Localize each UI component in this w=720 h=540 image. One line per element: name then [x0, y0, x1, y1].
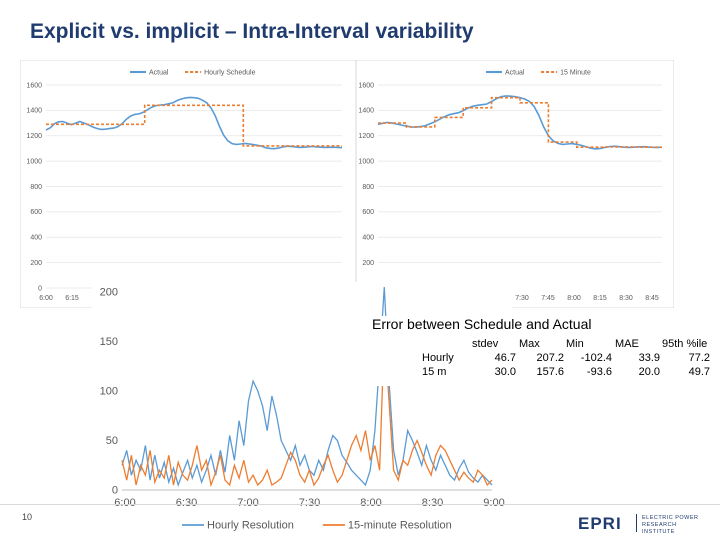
y-tick-label: 800 — [30, 184, 42, 191]
series-line-1 — [121, 287, 493, 488]
logo-mark: EPRI — [578, 514, 622, 533]
x-tick-label: 7:30 — [299, 497, 320, 509]
y-tick-label: 400 — [30, 235, 42, 242]
x-tick-label: 6:30 — [176, 497, 197, 509]
stats-hourly-mae: 33.9 — [638, 352, 660, 364]
y-tick-label: 600 — [30, 209, 42, 216]
legend-label-1: Actual — [505, 69, 525, 76]
stats-hourly-max: 207.2 — [536, 352, 564, 364]
series-line-2 — [378, 96, 662, 148]
stats-hourly-min: -102.4 — [580, 352, 612, 364]
y-tick-label: 1400 — [26, 108, 42, 115]
x-tick-label: 8:00 — [567, 295, 581, 302]
epri-logo: EPRI ELECTRIC POWER RESEARCH INSTITUTE — [578, 513, 708, 536]
stats-header-stdev: stdev — [472, 338, 499, 350]
legend-label-1: Hourly Resolution — [207, 520, 294, 532]
logo-text: ELECTRIC POWER RESEARCH INSTITUTE — [642, 515, 708, 536]
x-tick-label: 8:30 — [619, 295, 633, 302]
stats-hourly-stdev: 46.7 — [494, 352, 516, 364]
x-tick-label: 7:30 — [515, 295, 529, 302]
x-tick-label: 9:00 — [483, 497, 504, 509]
y-tick-label: 1600 — [358, 82, 374, 89]
x-tick-label: 6:15 — [65, 295, 79, 302]
y-tick-label: 0 — [112, 485, 118, 497]
y-tick-label: 200 — [100, 287, 118, 299]
stats-header-max: Max — [519, 338, 540, 350]
stats-15m-mae: 20.0 — [638, 366, 660, 378]
stats-row-label-15m: 15 m — [422, 366, 447, 378]
x-tick-label: 8:30 — [422, 497, 443, 509]
footer-divider — [0, 504, 720, 505]
y-tick-label: 1600 — [26, 82, 42, 89]
x-tick-label: 7:45 — [541, 295, 555, 302]
page-number: 10 — [22, 512, 33, 522]
y-tick-label: 1000 — [358, 158, 374, 165]
y-tick-label: 100 — [100, 386, 118, 398]
y-tick-label: 800 — [362, 184, 374, 191]
series-line-1 — [377, 95, 663, 150]
y-tick-label: 1400 — [358, 108, 374, 115]
logo-divider — [636, 514, 637, 532]
legend-label-2: Hourly Schedule — [204, 69, 255, 76]
chart-background — [356, 60, 674, 308]
stats-hourly-p95: 77.2 — [688, 352, 710, 364]
y-tick-label: 600 — [362, 209, 374, 216]
y-tick-label: 0 — [38, 285, 42, 292]
stats-header-min: Min — [566, 338, 584, 350]
x-tick-label: 7:00 — [237, 497, 258, 509]
stats-15m-p95: 49.7 — [688, 366, 710, 378]
stats-15m-min: -93.6 — [586, 366, 612, 378]
slide-title: Explicit vs. implicit – Intra-Interval v… — [30, 20, 474, 43]
legend-label-2: 15-minute Resolution — [348, 520, 452, 532]
stats-15m-max: 157.6 — [536, 366, 564, 378]
y-tick-label: 150 — [100, 336, 118, 348]
x-tick-label: 8:00 — [360, 497, 381, 509]
y-tick-label: 1200 — [26, 133, 42, 140]
x-tick-label: 6:00 — [114, 497, 135, 509]
logo-text-line2: RESEARCH INSTITUTE — [642, 522, 677, 535]
y-tick-label: 50 — [106, 435, 118, 447]
x-tick-label: 8:45 — [645, 295, 659, 302]
stats-title: Error between Schedule and Actual — [372, 316, 592, 332]
x-tick-label: 6:00 — [39, 295, 53, 302]
logo-text-line1: ELECTRIC POWER — [642, 515, 699, 521]
legend-label-1: Actual — [149, 69, 169, 76]
y-tick-label: 1200 — [358, 133, 374, 140]
y-tick-label: 1000 — [26, 158, 42, 165]
stats-table: Error between Schedule and Actual stdev … — [372, 316, 712, 386]
chart-background — [20, 60, 356, 308]
stats-header-p95: 95th %ile — [662, 338, 708, 350]
series-line-2 — [46, 104, 342, 147]
top-right-chart: 200 400 600 800 1000 1200 1400 1600 7:30 7:45 8:00… — [356, 60, 674, 308]
series-line-2 — [121, 331, 493, 488]
stats-row-label-hourly: Hourly — [422, 352, 454, 364]
top-left-chart: 020040060080010001200140016006:006:156Ac… — [20, 60, 356, 308]
stats-15m-stdev: 30.0 — [494, 366, 516, 378]
legend-label-2: 15 Minute — [560, 69, 591, 76]
y-tick-label: 200 — [30, 260, 42, 267]
y-tick-label: 400 — [362, 235, 374, 242]
x-tick-label: 8:15 — [593, 295, 607, 302]
stats-header-mae: MAE — [615, 338, 639, 350]
y-tick-label: 200 — [362, 260, 374, 267]
